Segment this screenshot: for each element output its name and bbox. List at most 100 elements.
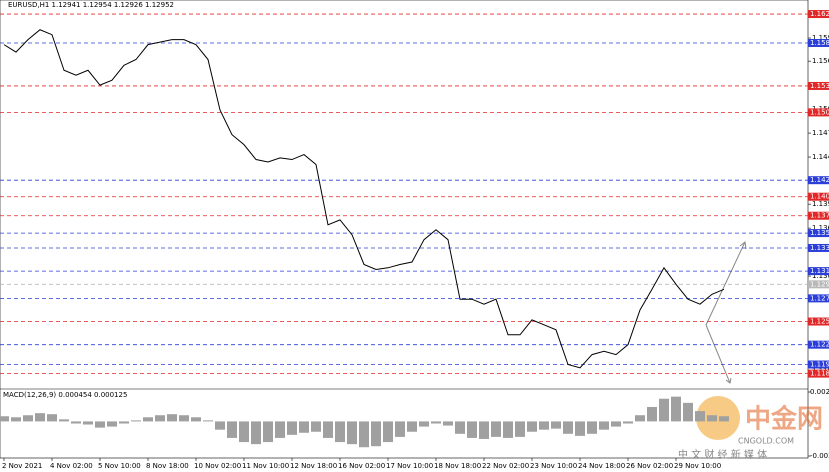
macd-bar [287,421,297,435]
x-tick-label: 4 Nov 02:00 [50,462,93,470]
macd-bar [251,421,261,445]
level-tag [808,267,829,276]
watermark-site: CNGOLD.COM [738,437,794,446]
macd-bar [35,413,45,422]
x-tick-label: 17 Nov 10:00 [386,462,433,470]
level-label: 1.1222 [810,341,829,349]
macd-bar [539,421,549,430]
macd-bar [563,421,573,434]
macd-bar [0,416,9,422]
chart-title: EURUSD,H1 1.12941 1.12954 1.12926 1.1295… [8,1,174,9]
level-tag [808,38,829,47]
macd-bar [215,421,225,430]
indicator-title: MACD(12,26,9) 0.000454 0.000125 [3,391,127,399]
level-label: 1.1339 [810,244,829,252]
watermark: 中金网 CNGOLD.COM 中 文 财 经 新 媒 体 [678,396,823,461]
level-label: 1.1357 [810,229,829,237]
level-label: 1.1378 [810,212,829,220]
macd-bar [11,417,21,422]
price-line [3,29,725,369]
macd-bar [575,421,585,436]
level-tag [808,192,829,201]
y-tick-label: 1.1363 [812,224,829,232]
macd-bar [143,417,153,422]
macd-bar [311,421,321,432]
macd-bar [371,421,381,447]
level-tag [808,176,829,185]
macd-bar [203,420,213,422]
level-label: 1.1587 [810,39,829,47]
macd-bar [83,421,93,425]
x-tick-label: 24 Nov 18:00 [578,462,625,470]
x-tick-label: 16 Nov 02:00 [338,462,385,470]
level-tag [808,317,829,326]
macd-bar [599,421,609,430]
macd-bar [47,414,57,422]
macd-bar [179,415,189,422]
macd-bar [227,421,237,438]
macd-bar [107,421,117,427]
macd-bar [23,415,33,422]
macd-bar [419,421,429,427]
macd-bar [119,421,129,424]
macd-bar [359,421,369,448]
level-label: 1.1622 [810,10,829,18]
macd-bar [131,420,141,422]
macd-bar [467,421,477,438]
macd-bar [263,421,273,443]
x-tick-label: 22 Nov 02:00 [482,462,529,470]
macd-bar [299,421,309,433]
macd-bar [71,421,81,424]
y-tick-label: -0.00335 [810,452,829,460]
macd-bar [479,421,489,439]
x-tick-label: 2 Nov 2021 [2,462,42,470]
macd-bar [167,414,177,422]
x-tick-label: 23 Nov 10:00 [530,462,577,470]
level-label: 1.1187 [810,370,829,378]
level-label: 1.1250 [810,318,829,326]
macd-bar [431,421,441,424]
level-label: 1.1535 [810,82,829,90]
macd-bar [587,421,597,434]
macd-bar [455,421,465,434]
macd-bar [515,421,525,437]
x-tick-label: 8 Nov 18:00 [146,462,189,470]
macd-bar [395,421,405,437]
macd-bar [503,421,513,438]
macd-bar [59,419,69,422]
macd-bar [95,421,105,428]
y-tick-label: 1.1593 [812,34,829,42]
level-label: 1.1198 [810,361,829,369]
macd-bar [275,421,285,438]
level-tag [808,211,829,220]
level-tag [808,108,829,117]
macd-bar [659,398,669,422]
watermark-title: 中金网 [745,404,823,435]
level-tag [808,243,829,252]
y-tick-label: 0.00285 [810,388,829,396]
macd-bar [683,402,693,422]
level-tag [808,280,829,289]
y-tick-label: 1.1305 [812,272,829,280]
macd-bar [191,417,201,422]
x-tick-label: 29 Nov 10:00 [674,462,721,470]
y-tick-label: 1.1478 [812,129,829,137]
level-tag [808,340,829,349]
macd-bar [347,421,357,445]
level-tag [808,294,829,303]
watermark-slogan: 中 文 财 经 新 媒 体 [678,448,767,461]
level-tag [808,10,829,19]
level-label: 1.1295 [810,280,829,288]
x-tick-label: 10 Nov 02:00 [194,462,241,470]
macd-bar [671,396,681,422]
macd-bar [239,421,249,443]
plot-frame [0,0,809,459]
macd-bar [443,421,453,426]
macd-bar [335,421,345,443]
macd-bar [707,415,717,422]
macd-bar [695,411,705,422]
x-tick-label: 12 Nov 18:00 [290,462,337,470]
